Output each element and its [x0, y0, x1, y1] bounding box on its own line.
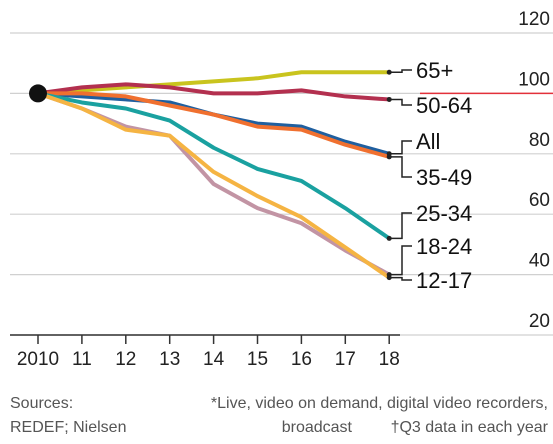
y-tick-label: 20 — [529, 311, 550, 332]
series-label: 12-17 — [416, 268, 472, 293]
y-tick-label: 40 — [529, 251, 550, 272]
series-line — [37, 91, 391, 280]
label-connector — [389, 98, 412, 106]
series-label: 35-49 — [416, 165, 472, 190]
end-dot — [386, 275, 392, 281]
y-tick-label: 100 — [518, 69, 550, 90]
label-connector — [389, 69, 412, 74]
label-connector — [389, 245, 412, 276]
end-dot — [386, 69, 392, 75]
x-tick-label: 2010 — [17, 349, 59, 370]
x-tick-label: 13 — [159, 349, 180, 370]
series-label: 25-34 — [416, 201, 472, 226]
end-dot — [386, 154, 392, 160]
series-line — [37, 70, 390, 96]
x-tick-label: 16 — [291, 349, 312, 370]
end-dot — [386, 235, 392, 241]
series-label: 50-64 — [416, 93, 472, 118]
label-connector — [389, 140, 412, 155]
x-tick-label: 11 — [72, 349, 92, 370]
note: broadcast — [282, 419, 353, 436]
series-line — [38, 91, 390, 159]
series-line — [37, 82, 390, 102]
label-connector — [389, 156, 412, 178]
note: †Q3 data in each year — [391, 419, 549, 436]
source-names: REDEF; Nielsen — [10, 419, 126, 436]
y-tick-label: 60 — [529, 190, 550, 211]
series-line — [37, 91, 391, 277]
series-label: 18-24 — [416, 234, 472, 259]
x-tick-label: 18 — [379, 349, 400, 370]
x-tick-label: 12 — [115, 349, 136, 370]
end-dot — [386, 96, 392, 102]
label-connector — [389, 212, 412, 240]
series-line — [37, 91, 391, 241]
y-tick-label: 80 — [529, 130, 550, 151]
series-label: 65+ — [416, 58, 453, 83]
x-tick-label: 15 — [247, 349, 268, 370]
x-tick-label: 14 — [203, 349, 225, 370]
source-label: Sources: — [10, 395, 73, 412]
note: *Live, video on demand, digital video re… — [211, 395, 548, 412]
x-tick-label: 17 — [335, 349, 356, 370]
series-label: All — [416, 129, 440, 154]
y-tick-label: 120 — [518, 9, 550, 30]
start-dot — [29, 84, 47, 103]
label-connector — [389, 276, 412, 281]
